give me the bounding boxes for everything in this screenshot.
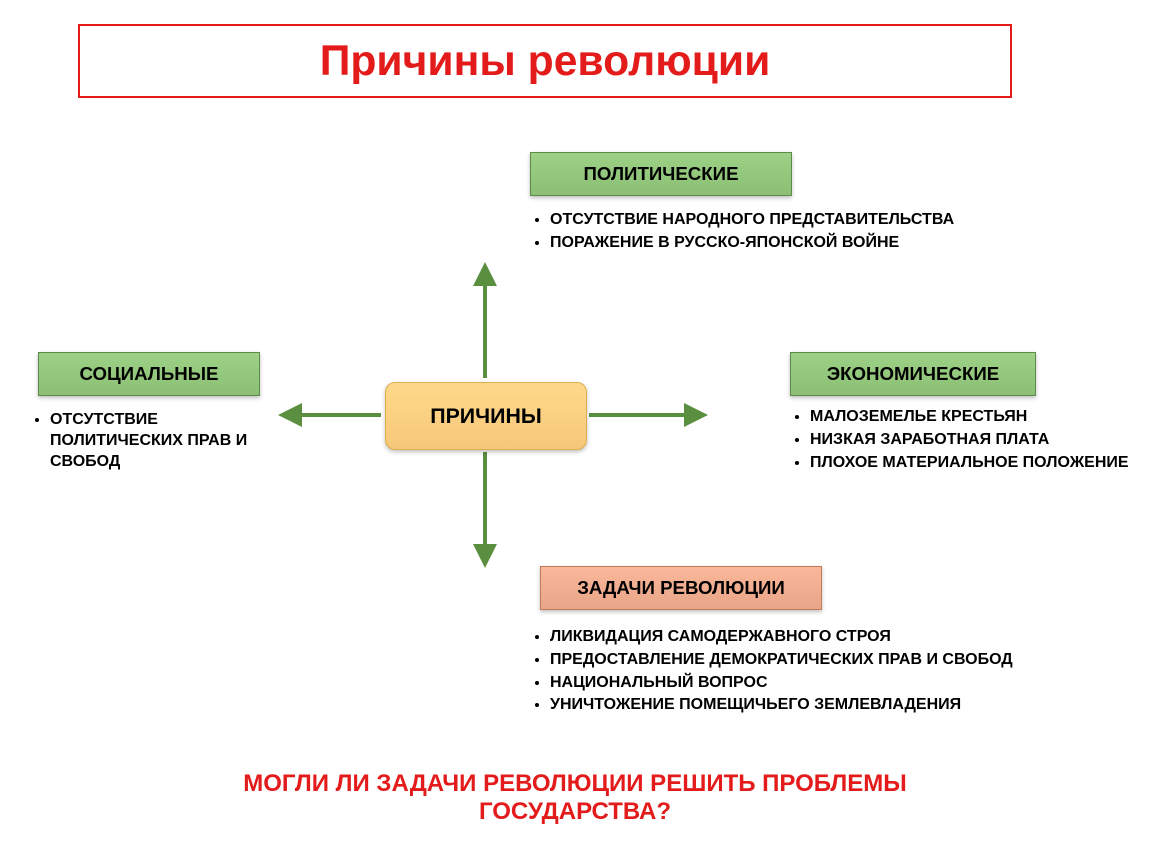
question-line2: ГОСУДАРСТВА?: [479, 798, 671, 825]
center-node: ПРИЧИНЫ: [385, 382, 587, 450]
bullet-item: ПЛОХОЕ МАТЕРИАЛЬНОЕ ПОЛОЖЕНИЕ: [810, 453, 1130, 474]
page-title-box: Причины революции: [78, 24, 1012, 98]
branch-label: ПОЛИТИЧЕСКИЕ: [583, 163, 738, 185]
bullets-economic: МАЛОЗЕМЕЛЬЕ КРЕСТЬЯННИЗКАЯ ЗАРАБОТНАЯ ПЛ…: [790, 405, 1130, 475]
bullets-political: ОТСУТСТВИЕ НАРОДНОГО ПРЕДСТАВИТЕЛЬСТВАПО…: [530, 208, 1090, 256]
branch-label: СОЦИАЛЬНЫЕ: [80, 363, 219, 385]
branch-node-political: ПОЛИТИЧЕСКИЕ: [530, 152, 792, 196]
branch-node-economic: ЭКОНОМИЧЕСКИЕ: [790, 352, 1036, 396]
center-node-label: ПРИЧИНЫ: [430, 404, 541, 429]
page-title: Причины революции: [320, 37, 771, 86]
bullet-item: ПОРАЖЕНИЕ В РУССКО-ЯПОНСКОЙ ВОЙНЕ: [550, 233, 1090, 254]
bullet-item: НИЗКАЯ ЗАРАБОТНАЯ ПЛАТА: [810, 430, 1130, 451]
branch-label: ЗАДАЧИ РЕВОЛЮЦИИ: [577, 577, 785, 599]
bullets-social: ОТСУТСТВИЕ ПОЛИТИЧЕСКИХ ПРАВ И СВОБОД: [30, 408, 260, 474]
bullet-item: НАЦИОНАЛЬНЫЙ ВОПРОС: [550, 673, 1090, 694]
branch-label: ЭКОНОМИЧЕСКИЕ: [827, 363, 999, 385]
bullet-item: ЛИКВИДАЦИЯ САМОДЕРЖАВНОГО СТРОЯ: [550, 627, 1090, 648]
bullet-item: ОТСУТСТВИЕ ПОЛИТИЧЕСКИХ ПРАВ И СВОБОД: [50, 410, 260, 472]
bullet-item: ПРЕДОСТАВЛЕНИЕ ДЕМОКРАТИЧЕСКИХ ПРАВ И СВ…: [550, 650, 1090, 671]
branch-node-social: СОЦИАЛЬНЫЕ: [38, 352, 260, 396]
bullets-tasks: ЛИКВИДАЦИЯ САМОДЕРЖАВНОГО СТРОЯПРЕДОСТАВ…: [530, 625, 1090, 718]
branch-node-tasks: ЗАДАЧИ РЕВОЛЮЦИИ: [540, 566, 822, 610]
bullet-item: УНИЧТОЖЕНИЕ ПОМЕЩИЧЬЕГО ЗЕМЛЕВЛАДЕНИЯ: [550, 695, 1090, 716]
question-text: МОГЛИ ЛИ ЗАДАЧИ РЕВОЛЮЦИИ РЕШИТЬ ПРОБЛЕМ…: [125, 770, 1025, 826]
question-line1: МОГЛИ ЛИ ЗАДАЧИ РЕВОЛЮЦИИ РЕШИТЬ ПРОБЛЕМ…: [243, 770, 907, 797]
bullet-item: ОТСУТСТВИЕ НАРОДНОГО ПРЕДСТАВИТЕЛЬСТВА: [550, 210, 1090, 231]
bullet-item: МАЛОЗЕМЕЛЬЕ КРЕСТЬЯН: [810, 407, 1130, 428]
